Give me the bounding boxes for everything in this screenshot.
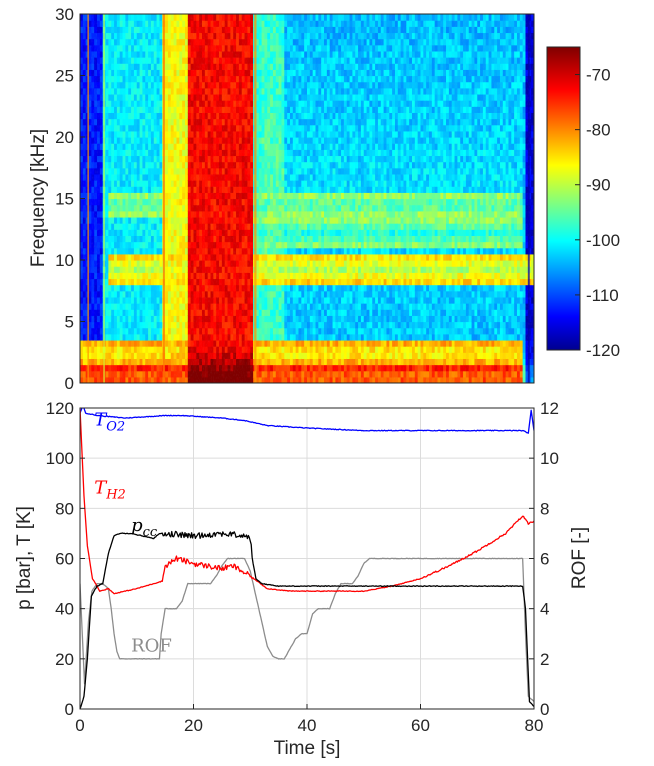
spectrogram-panel: 051015202530 Frequency [kHz] [28,5,535,393]
